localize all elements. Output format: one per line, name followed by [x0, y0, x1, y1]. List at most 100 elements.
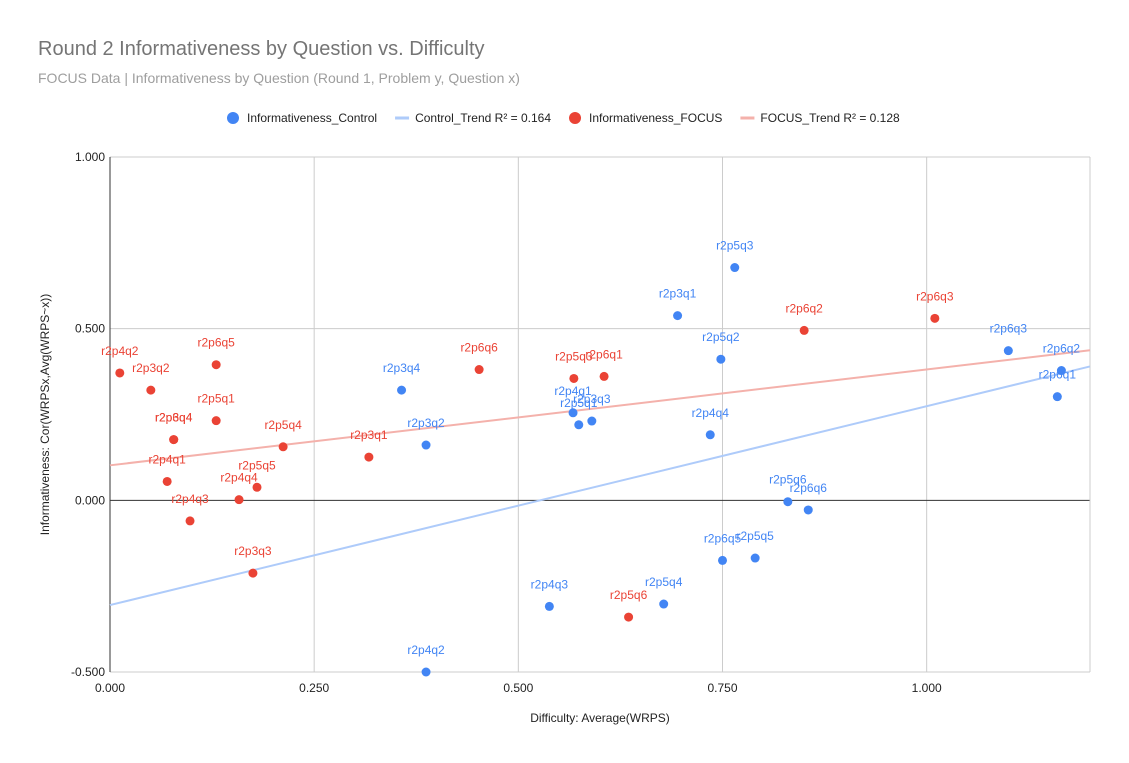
- data-label: r2p4q2: [101, 344, 139, 358]
- data-labels: r2p5q3 r2p3q1 r2p5q2 r2p6q3 r2p6q2 r2p6q1 r2p3…: [101, 239, 1080, 657]
- data-point[interactable]: [162, 476, 172, 486]
- data-label: r2p6q2: [1043, 342, 1081, 356]
- data-point[interactable]: [146, 385, 156, 395]
- data-label: r2p6q5: [704, 531, 742, 545]
- data-label: r2p6q1: [1039, 368, 1077, 382]
- data-label: r2p3q3: [573, 392, 611, 406]
- data-label: r2p3q2: [407, 416, 445, 430]
- data-point[interactable]: [568, 408, 578, 418]
- legend-entry[interactable]: Informativeness_FOCUS: [589, 111, 722, 125]
- data-point[interactable]: [1052, 392, 1062, 402]
- y-tick-label: 0.000: [75, 493, 105, 507]
- data-point[interactable]: [544, 601, 554, 611]
- data-label: r2p5q3: [555, 349, 593, 363]
- legend-entry[interactable]: Control_Trend R² = 0.164: [415, 111, 551, 125]
- x-tick-label: 0.000: [95, 681, 125, 695]
- data-point[interactable]: [705, 430, 715, 440]
- data-label: r2p4q2: [407, 643, 445, 657]
- data-point[interactable]: [211, 416, 221, 426]
- data-point[interactable]: [185, 516, 195, 526]
- data-point[interactable]: [599, 371, 609, 381]
- data-label: r2p6q3: [916, 289, 954, 303]
- data-point[interactable]: [799, 325, 809, 335]
- data-label: r2p6q6: [460, 341, 498, 355]
- data-label: r2p3q4: [155, 411, 193, 425]
- x-tick-label: 0.750: [707, 681, 737, 695]
- data-point[interactable]: [673, 311, 683, 321]
- data-point[interactable]: [730, 263, 740, 273]
- data-point[interactable]: [587, 416, 597, 426]
- data-point[interactable]: [115, 368, 125, 378]
- legend-marker: [569, 112, 582, 124]
- trendline: [109, 365, 1091, 607]
- data-label: r2p6q4: [155, 411, 193, 425]
- data-point[interactable]: [1056, 366, 1066, 376]
- gridlines: [109, 156, 1091, 673]
- data-label: r2p6q2: [785, 301, 823, 315]
- data-label: r2p4q3: [531, 577, 569, 591]
- data-point[interactable]: [421, 440, 431, 450]
- data-point[interactable]: [364, 452, 374, 462]
- x-tick-label: 0.500: [503, 681, 533, 695]
- data-point[interactable]: [569, 373, 579, 383]
- data-point[interactable]: [783, 497, 793, 507]
- trendlines: [109, 349, 1091, 607]
- data-label: r2p5q4: [264, 418, 302, 432]
- tick-labels: 0.000 0.250 0.500 0.750 1.000 -0.500 0.000 0.50…: [71, 150, 942, 695]
- legend: Informativeness_Control Control_Trend R² …: [227, 111, 900, 125]
- data-point[interactable]: [474, 365, 484, 375]
- data-point[interactable]: [211, 360, 221, 370]
- data-label: r2p5q4: [645, 575, 683, 589]
- data-label: r2p6q3: [990, 322, 1028, 336]
- data-label: r2p5q1: [560, 396, 598, 410]
- x-tick-label: 0.250: [299, 681, 329, 695]
- data-point[interactable]: [930, 313, 940, 323]
- data-label: r2p5q3: [716, 239, 754, 253]
- data-label: r2p6q6: [790, 481, 828, 495]
- data-point[interactable]: [750, 553, 760, 563]
- data-point[interactable]: [718, 555, 727, 565]
- data-label: r2p5q2: [702, 330, 740, 344]
- data-label: r2p3q4: [383, 361, 421, 375]
- data-points: [115, 263, 1066, 677]
- data-label: r2p3q1: [659, 287, 697, 301]
- data-label: r2p6q5: [197, 336, 235, 350]
- y-tick-label: -0.500: [71, 665, 105, 679]
- data-label: r2p4q1: [148, 452, 186, 466]
- data-point[interactable]: [1003, 346, 1013, 356]
- legend-marker: [227, 112, 239, 124]
- chart-subtitle: FOCUS Data | Informativeness by Question…: [38, 70, 520, 86]
- trendline: [109, 349, 1091, 467]
- data-label: r2p4q4: [220, 471, 258, 485]
- data-label: r2p5q1: [197, 392, 235, 406]
- data-point[interactable]: [624, 612, 634, 622]
- data-label: r2p4q3: [171, 492, 209, 506]
- data-point[interactable]: [234, 495, 244, 505]
- data-point[interactable]: [421, 667, 431, 677]
- data-point[interactable]: [803, 505, 813, 515]
- legend-entry[interactable]: FOCUS_Trend R² = 0.128: [760, 111, 900, 125]
- data-point[interactable]: [659, 599, 669, 609]
- data-point[interactable]: [716, 354, 726, 364]
- chart-title: Round 2 Informativeness by Question vs. …: [38, 38, 485, 60]
- data-point[interactable]: [397, 385, 407, 395]
- y-tick-label: 1.000: [75, 150, 105, 164]
- data-point[interactable]: [252, 482, 262, 492]
- data-label: r2p3q1: [350, 428, 388, 442]
- y-axis-title: Informativeness: Cor(WRPSx,Avg(WRPS~x)): [38, 294, 52, 536]
- data-point[interactable]: [574, 420, 584, 430]
- data-label: r2p5q6: [769, 473, 807, 487]
- data-label: r2p4q1: [554, 384, 592, 398]
- legend-entry[interactable]: Informativeness_Control: [247, 111, 377, 125]
- x-axis-title: Difficulty: Average(WRPS): [530, 711, 670, 725]
- data-point[interactable]: [169, 435, 179, 445]
- data-label: r2p3q3: [234, 544, 272, 558]
- data-label: r2p5q5: [736, 529, 774, 543]
- data-point[interactable]: [278, 442, 288, 452]
- data-label: r2p6q1: [585, 347, 623, 361]
- y-tick-label: 0.500: [75, 322, 105, 336]
- data-label: r2p5q5: [238, 458, 276, 472]
- data-point[interactable]: [248, 568, 258, 578]
